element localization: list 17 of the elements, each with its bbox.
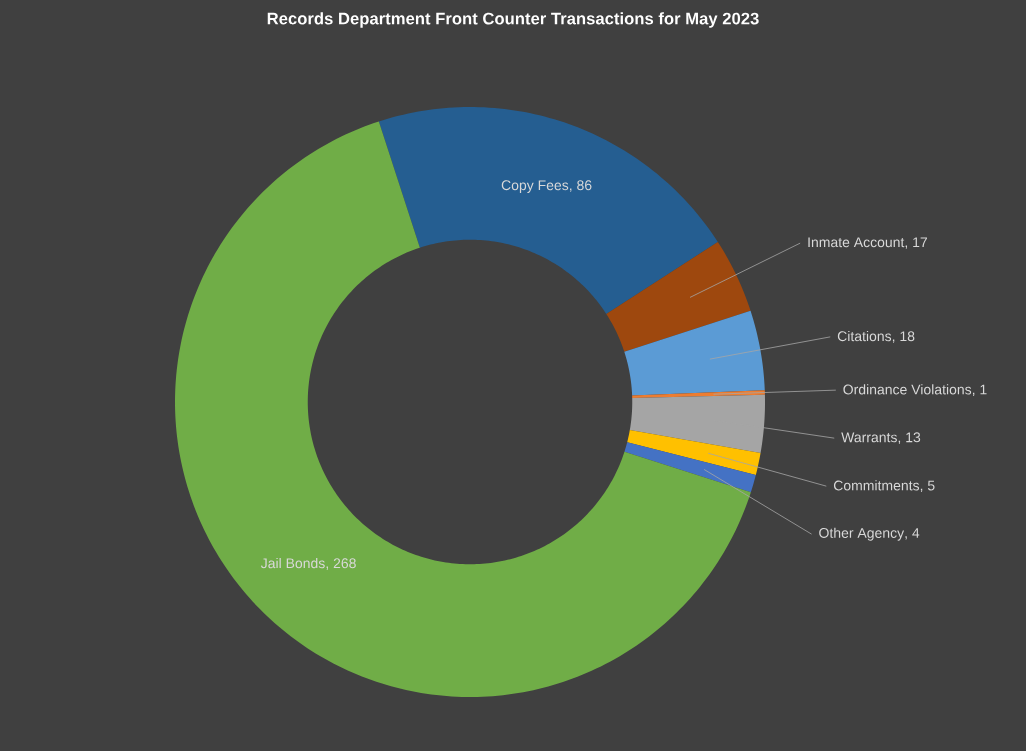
slice-label: Ordinance Violations <box>843 384 972 395</box>
slice-label: Citations <box>837 330 892 342</box>
data-label: , 13 <box>898 432 921 444</box>
data-label: , 86 <box>570 180 592 192</box>
data-label: , 4 <box>905 528 920 540</box>
slice-label: Warrants <box>841 432 897 443</box>
data-label: , 268 <box>326 558 356 570</box>
slice-label: Copy Fees <box>501 180 569 193</box>
slice-label: Jail Bonds <box>260 557 325 569</box>
slice-label: Inmate Account <box>808 237 905 248</box>
data-label: , 17 <box>905 237 927 249</box>
slice-label: Commitments <box>833 480 920 491</box>
data-label: , 18 <box>892 331 915 343</box>
slice-label: Other Agency <box>819 527 905 541</box>
data-label: , 1 <box>972 384 987 397</box>
chart-title: Records Department Front Counter Transactions for May 2023 <box>267 12 759 28</box>
data-label: , 5 <box>920 480 935 493</box>
